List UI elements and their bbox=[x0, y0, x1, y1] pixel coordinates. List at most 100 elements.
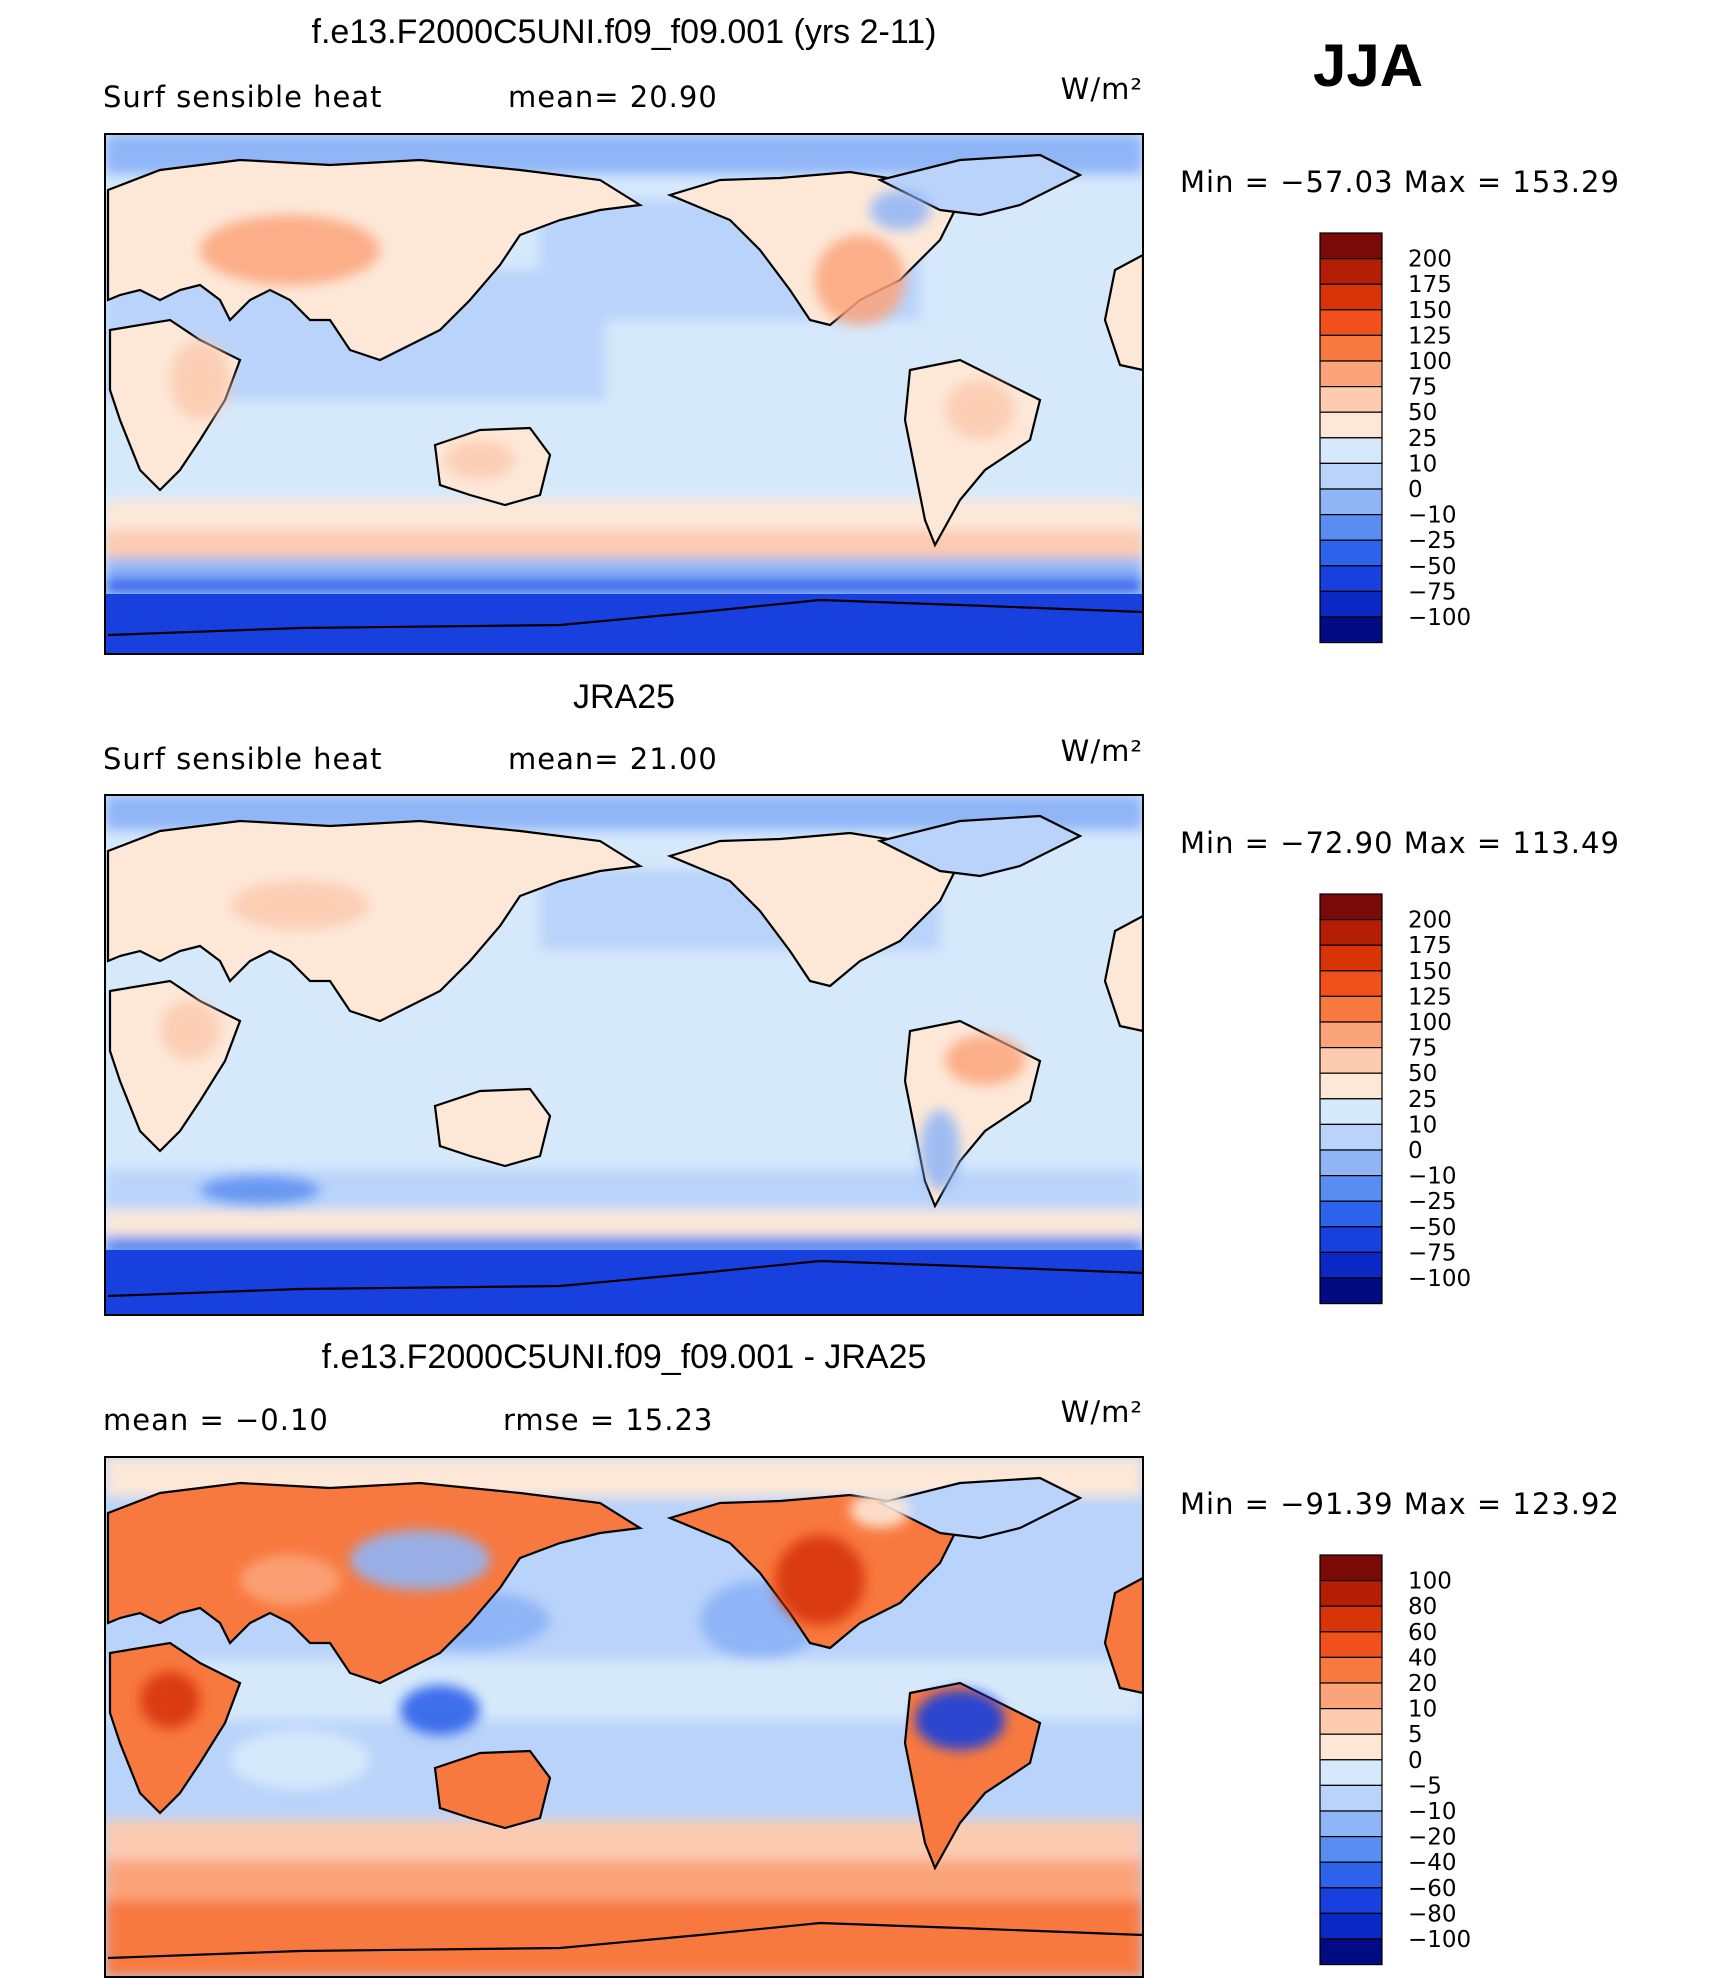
colorbar-box bbox=[1319, 334, 1383, 362]
colorbar-level-label: 0 bbox=[1408, 477, 1423, 503]
colorbar-box bbox=[1319, 360, 1383, 388]
colorbar-box bbox=[1319, 1149, 1383, 1177]
colorbar-box bbox=[1319, 411, 1383, 439]
colorbar-box bbox=[1319, 488, 1383, 516]
colorbar-level-label: −75 bbox=[1408, 579, 1457, 605]
colorbar-box bbox=[1319, 970, 1383, 997]
colorbar-level-label: 100 bbox=[1408, 1010, 1452, 1036]
colorbar-box bbox=[1319, 1554, 1383, 1582]
colorbar-box bbox=[1319, 283, 1383, 311]
colorbar-level-label: −25 bbox=[1408, 528, 1457, 554]
colorbar-level-label: 175 bbox=[1408, 272, 1452, 298]
colorbar-box bbox=[1319, 1579, 1383, 1607]
colorbar-box bbox=[1319, 1251, 1383, 1279]
colorbar-level-label: 25 bbox=[1408, 1087, 1437, 1113]
colorbar-box bbox=[1319, 1887, 1383, 1915]
colorbar-level-label: −5 bbox=[1408, 1773, 1442, 1799]
min-max-label: Min = −91.39 Max = 123.92 bbox=[1180, 1487, 1620, 1521]
colorbar-box bbox=[1319, 1682, 1383, 1710]
panel-title: JRA25 bbox=[573, 678, 675, 716]
colorbar-box bbox=[1319, 1938, 1383, 1966]
colorbar-level-label: −100 bbox=[1408, 605, 1471, 631]
colorbar-box bbox=[1319, 1631, 1383, 1659]
colorbar-box bbox=[1319, 1226, 1383, 1254]
colorbar-box bbox=[1319, 1123, 1383, 1151]
units-label: W/m² bbox=[1061, 1395, 1143, 1429]
colorbar-level-label: 10 bbox=[1408, 451, 1437, 477]
colorbar-box bbox=[1319, 918, 1383, 946]
season-label: JJA bbox=[1313, 32, 1423, 99]
colorbar-box bbox=[1319, 944, 1383, 972]
colorbar-box bbox=[1319, 1707, 1383, 1735]
colorbar-box bbox=[1319, 437, 1383, 464]
colorbar-level-label: −10 bbox=[1408, 1799, 1457, 1825]
colorbar-box bbox=[1319, 1810, 1383, 1838]
colorbar-box bbox=[1319, 1277, 1383, 1305]
colorbar-box bbox=[1319, 1098, 1383, 1126]
colorbar-level-label: −10 bbox=[1408, 1164, 1457, 1190]
colorbar-level-label: −10 bbox=[1408, 503, 1457, 529]
units-label: W/m² bbox=[1061, 734, 1143, 768]
mean-label: mean= 20.90 bbox=[508, 80, 718, 114]
field-label: Surf sensible heat bbox=[103, 742, 383, 776]
colorbar-level-label: 150 bbox=[1408, 959, 1452, 985]
colorbar-level-label: −100 bbox=[1408, 1927, 1471, 1953]
colorbar-box bbox=[1319, 1605, 1383, 1633]
colorbar-level-label: 10 bbox=[1408, 1112, 1437, 1138]
map-obs bbox=[105, 795, 1143, 1315]
colorbar-level-label: 125 bbox=[1408, 984, 1452, 1010]
colorbar-box bbox=[1319, 616, 1383, 644]
map-frame bbox=[104, 1456, 1144, 1978]
colorbar-box bbox=[1319, 893, 1383, 921]
colorbar-box bbox=[1319, 1200, 1383, 1228]
colorbar-level-label: −50 bbox=[1408, 1215, 1457, 1241]
colorbar-level-label: 25 bbox=[1408, 426, 1437, 452]
units-label: W/m² bbox=[1061, 72, 1143, 106]
colorbar-level-label: 5 bbox=[1408, 1722, 1423, 1748]
colorbar-box bbox=[1319, 1021, 1383, 1049]
colorbar-level-label: 0 bbox=[1408, 1748, 1423, 1774]
map-frame bbox=[104, 794, 1144, 1316]
colorbar-level-label: −40 bbox=[1408, 1850, 1457, 1876]
colorbar-box bbox=[1319, 1912, 1383, 1940]
colorbar-level-label: 125 bbox=[1408, 323, 1452, 349]
colorbar-box bbox=[1319, 1174, 1383, 1202]
colorbar-box bbox=[1319, 1656, 1383, 1684]
colorbar-box bbox=[1319, 386, 1383, 413]
map-diff bbox=[105, 1457, 1143, 1977]
colorbar-level-label: 150 bbox=[1408, 298, 1452, 324]
colorbar-level-label: 100 bbox=[1408, 1569, 1452, 1595]
colorbar-level-label: 20 bbox=[1408, 1671, 1437, 1697]
colorbar-box bbox=[1319, 995, 1383, 1023]
colorbar-box bbox=[1319, 1861, 1383, 1889]
colorbar-box bbox=[1319, 309, 1383, 336]
colorbar-level-label: −50 bbox=[1408, 554, 1457, 580]
panel-diff: f.e13.F2000C5UNI.f09_f09.001 - JRA25 mea… bbox=[103, 1338, 1620, 1978]
colorbar-level-label: 175 bbox=[1408, 933, 1452, 959]
colorbar-box bbox=[1319, 1759, 1383, 1787]
mean-label: mean= 21.00 bbox=[508, 742, 718, 776]
colorbar-box bbox=[1319, 1733, 1383, 1761]
colorbar-level-label: 40 bbox=[1408, 1645, 1437, 1671]
colorbar-box bbox=[1319, 590, 1383, 618]
min-max-label: Min = −72.90 Max = 113.49 bbox=[1180, 826, 1620, 860]
colorbar-level-label: −75 bbox=[1408, 1240, 1457, 1266]
colorbar-box bbox=[1319, 462, 1383, 490]
colorbar-level-label: 10 bbox=[1408, 1697, 1437, 1723]
colorbar-box bbox=[1319, 513, 1383, 541]
colorbar-box bbox=[1319, 565, 1383, 592]
colorbar-box bbox=[1319, 232, 1383, 260]
colorbar-box bbox=[1319, 539, 1383, 567]
min-max-label: Min = −57.03 Max = 153.29 bbox=[1180, 165, 1620, 199]
colorbar-box bbox=[1319, 1784, 1383, 1812]
colorbar-level-label: −20 bbox=[1408, 1825, 1457, 1851]
panel-obs: JRA25 Surf sensible heat mean= 21.00 W/m… bbox=[103, 678, 1620, 1316]
colorbar-level-label: 60 bbox=[1408, 1620, 1437, 1646]
colorbar-box bbox=[1319, 1046, 1383, 1074]
colorbar-level-label: −80 bbox=[1408, 1901, 1457, 1927]
colorbar-level-label: 50 bbox=[1408, 1061, 1437, 1087]
colorbar-level-label: 100 bbox=[1408, 349, 1452, 375]
colorbar-level-label: 50 bbox=[1408, 400, 1437, 426]
